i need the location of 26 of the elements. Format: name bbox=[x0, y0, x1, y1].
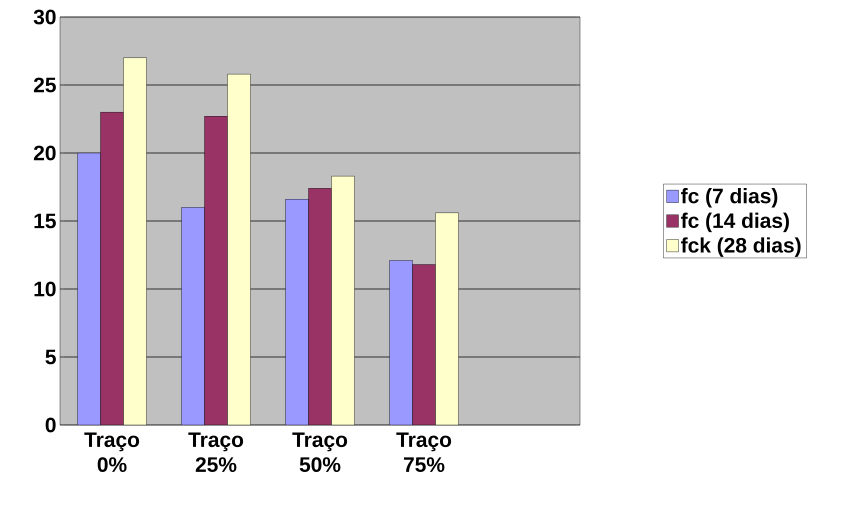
y-tick-label: 10 bbox=[34, 282, 56, 296]
bar bbox=[227, 74, 251, 425]
x-tick-label: Traço 25% bbox=[188, 432, 244, 472]
y-tick-label: 15 bbox=[34, 214, 56, 228]
legend-label: fck (28 dias) bbox=[681, 237, 801, 257]
y-tick-label: 30 bbox=[34, 10, 56, 24]
x-tick-label: Traço 50% bbox=[292, 432, 348, 472]
bar bbox=[308, 188, 332, 425]
y-tick-label: 5 bbox=[45, 350, 56, 364]
bar bbox=[285, 199, 309, 425]
legend-label: fc (7 dias) bbox=[681, 188, 778, 208]
y-tick-label: 0 bbox=[46, 418, 56, 432]
x-tick-label: Traço 75% bbox=[396, 432, 452, 472]
x-tick-label: Traço 0% bbox=[84, 432, 140, 472]
bar bbox=[181, 207, 205, 425]
legend-label: fc (14 dias) bbox=[681, 212, 789, 232]
bar bbox=[123, 58, 147, 425]
bar bbox=[204, 116, 228, 425]
bar bbox=[100, 112, 124, 425]
y-tick-label: 25 bbox=[34, 78, 56, 92]
bar bbox=[331, 176, 355, 425]
bar bbox=[412, 264, 436, 425]
y-tick-label: 20 bbox=[34, 146, 56, 160]
bar bbox=[389, 260, 413, 425]
bar bbox=[435, 212, 459, 425]
bar bbox=[77, 152, 101, 425]
